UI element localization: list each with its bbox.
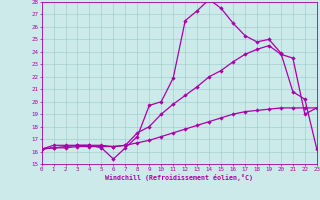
X-axis label: Windchill (Refroidissement éolien,°C): Windchill (Refroidissement éolien,°C)	[105, 174, 253, 181]
